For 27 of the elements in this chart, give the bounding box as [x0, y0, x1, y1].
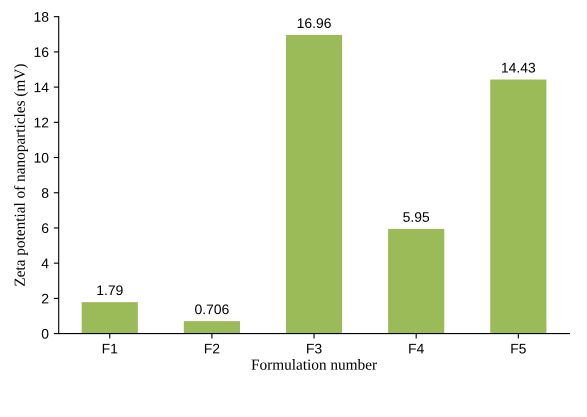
y-axis-title: Zeta potential of nanoparticles (mV)	[14, 64, 28, 286]
y-tick-label: 10	[34, 152, 48, 163]
bar	[490, 80, 546, 334]
x-tick-label: F4	[409, 344, 424, 354]
y-tick-label: 6	[42, 223, 48, 234]
y-tick-label: 12	[34, 118, 48, 128]
data-label: 5.95	[403, 212, 430, 222]
bar	[388, 228, 444, 334]
x-tick-label: F1	[102, 344, 118, 354]
x-tick-label: F5	[511, 344, 526, 354]
data-label: 16.96	[298, 18, 331, 28]
y-tick-label: 8	[42, 188, 48, 198]
x-tick-label: F2	[204, 344, 220, 354]
y-tick-label: 2	[42, 294, 48, 304]
bar	[82, 302, 138, 334]
x-axis-title: Formulation number	[251, 359, 377, 370]
y-tick-label: 4	[42, 258, 49, 268]
data-label: 14.43	[502, 62, 536, 73]
bar	[286, 34, 342, 334]
data-label: 0.706	[195, 304, 229, 314]
bar	[184, 321, 240, 334]
y-tick-label: 16	[34, 47, 48, 58]
y-tick-label: 18	[34, 12, 48, 22]
data-label: 1.79	[97, 285, 123, 296]
y-tick-label: 14	[34, 82, 49, 92]
y-tick-label: 0	[42, 328, 48, 339]
x-tick-label: F3	[307, 344, 322, 354]
